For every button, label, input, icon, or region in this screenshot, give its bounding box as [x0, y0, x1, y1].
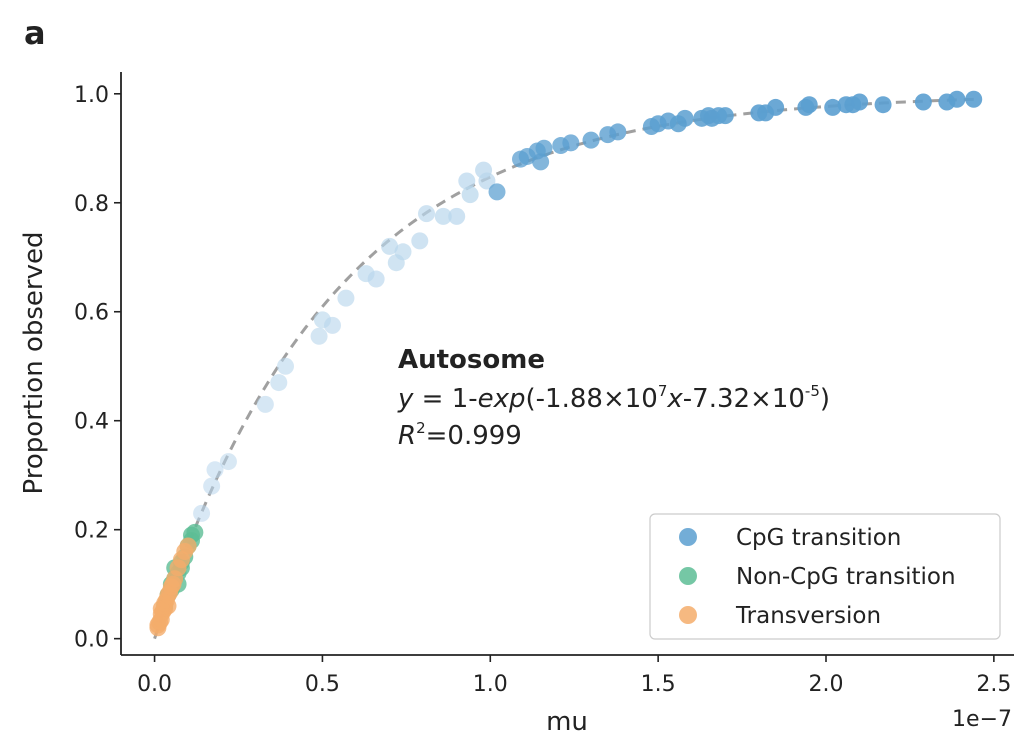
data-point	[478, 172, 496, 190]
data-point	[448, 207, 466, 225]
data-point	[179, 537, 197, 555]
annotation-equation: y = 1-exp(-1.88×107x-7.32×10-5)	[397, 382, 830, 414]
data-point	[219, 453, 237, 471]
eq-x: x	[666, 384, 683, 414]
data-point	[381, 237, 399, 255]
data-point	[256, 395, 274, 413]
x-tick-label: 1.5	[641, 672, 676, 697]
data-point	[270, 374, 288, 392]
data-point	[277, 357, 294, 375]
y-tick-label: 0.0	[74, 628, 109, 653]
annotation-title: Autosome	[398, 345, 545, 375]
y-tick-label: 0.4	[74, 410, 109, 435]
y-ticks: 0.0 0.2 0.4 0.6 0.8 1.0	[74, 83, 121, 653]
data-point	[532, 153, 550, 171]
data-point	[206, 461, 224, 479]
eq-close: )	[820, 384, 830, 414]
data-point	[874, 96, 892, 114]
x-tick-label: 2.0	[809, 672, 844, 697]
eq-exp: exp	[478, 384, 526, 414]
y-tick-label: 0.8	[74, 192, 109, 217]
data-point	[800, 96, 818, 114]
data-point	[367, 270, 385, 288]
data-point	[582, 131, 600, 149]
data-point	[716, 107, 734, 125]
data-point	[824, 98, 842, 116]
data-point	[535, 139, 553, 157]
data-point	[488, 183, 506, 201]
x-tick-label: 0.0	[137, 672, 172, 697]
data-point	[948, 90, 966, 108]
x-ticks: 0.0 0.5 1.0 1.5 2.0 2.5	[137, 655, 1011, 697]
legend-items: CpG transition Non-CpG transition Transver…	[679, 525, 956, 629]
data-points-layer	[149, 90, 983, 637]
eq-equals: = 1-	[413, 384, 477, 414]
r-label: R	[398, 421, 416, 451]
eq-sup2: -5	[805, 382, 820, 400]
data-point	[767, 98, 785, 116]
y-tick-label: 0.6	[74, 301, 109, 326]
y-tick-label: 0.2	[74, 519, 109, 544]
legend-label: Transversion	[735, 603, 881, 629]
x-axis-title: mu	[546, 707, 588, 737]
data-point	[164, 575, 182, 593]
x-tick-label: 2.5	[976, 672, 1011, 697]
data-point	[458, 172, 476, 190]
data-point	[203, 477, 221, 495]
x-axis-offset-label: 1e−7	[952, 707, 1012, 732]
data-point	[965, 90, 983, 108]
data-point	[851, 93, 869, 111]
data-point	[159, 597, 177, 615]
r-sup: 2	[416, 419, 426, 437]
data-point	[676, 109, 694, 127]
annotation-r-squared: R2=0.999	[398, 419, 522, 451]
data-point	[310, 327, 328, 345]
legend-marker	[679, 606, 697, 624]
data-point	[193, 504, 211, 522]
legend-label: Non-CpG transition	[736, 564, 956, 590]
data-point	[461, 186, 479, 204]
data-point	[609, 123, 627, 141]
x-tick-label: 0.5	[305, 672, 340, 697]
data-point	[324, 316, 341, 334]
eq-part1: (-1.88×10	[526, 384, 658, 414]
y-tick-label: 1.0	[74, 83, 109, 108]
data-point	[914, 93, 932, 111]
data-point	[434, 207, 452, 225]
data-point	[337, 289, 355, 307]
y-axis-title: Proportion observed	[19, 232, 49, 495]
legend-marker	[679, 528, 697, 546]
legend-label: CpG transition	[736, 525, 901, 551]
data-point	[394, 243, 412, 261]
r-value: =0.999	[426, 421, 522, 451]
data-point	[411, 232, 429, 250]
panel-label: a	[24, 14, 46, 52]
legend-box	[649, 513, 1001, 640]
data-point	[562, 134, 580, 152]
eq-sup1: 7	[658, 382, 668, 400]
legend: CpG transition Non-CpG transition Transver…	[649, 513, 1001, 640]
x-tick-label: 1.0	[473, 672, 508, 697]
legend-marker	[679, 567, 697, 585]
fit-equation-annotation: Autosome y = 1-exp(-1.88×107x-7.32×10-5)…	[397, 345, 830, 451]
data-point	[186, 523, 204, 541]
data-point	[418, 205, 435, 223]
eq-y: y	[397, 384, 414, 414]
eq-part2: -7.32×10	[683, 384, 805, 414]
